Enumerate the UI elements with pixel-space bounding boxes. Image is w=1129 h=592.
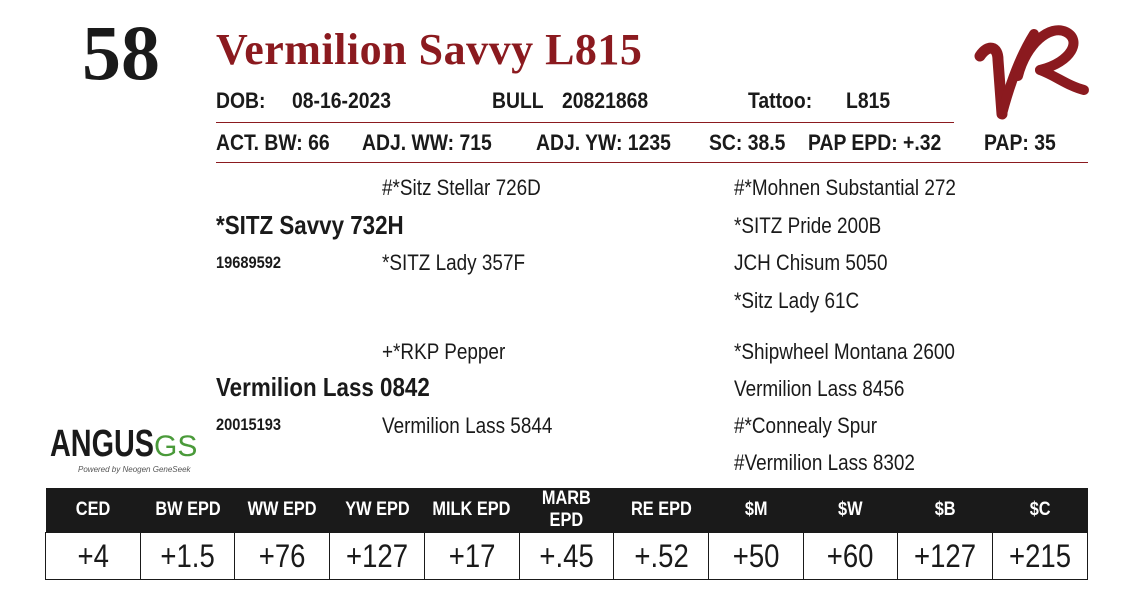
epd-value-yw: +127 [329,532,425,580]
epd-header-b: $B [897,488,993,533]
header-rule-2 [216,162,1088,163]
dam-sire: +*RKP Pepper [382,339,506,364]
angus-gs-logo: ANGUS GS Powered by Neogen GeneSeek [50,423,197,474]
epd-header-milk: MILK EPD [424,488,520,533]
sire-sire: #*Sitz Stellar 726D [382,175,541,200]
epd-header-re: RE EPD [613,488,709,533]
animal-name: Vermilion Savvy L815 [216,25,643,74]
sire-name: *SITZ Savvy 732H [216,210,404,240]
dam-dam-sire: #*Connealy Spur [734,413,878,438]
sc-value: SC: 38.5 [709,130,786,155]
epd-header-bw: BW EPD [140,488,235,533]
sire-sire-dam: *SITZ Pride 200B [734,213,882,238]
tattoo-label: Tattoo: [748,88,813,113]
dam-sire-dam: Vermilion Lass 8456 [734,376,905,401]
epd-header-c: $C [992,488,1088,533]
epd-value-w: +60 [802,532,899,580]
angus-logo-text: ANGUS [50,423,154,465]
epd-value-ced: +4 [45,532,141,580]
adj-ww: ADJ. WW: 715 [362,130,492,155]
ranch-logo [974,25,1089,120]
epd-value-row: +4 +1.5 +76 +127 +17 +.45 +.52 +50 +60 +… [45,532,1088,580]
angus-logo-tagline: Powered by Neogen GeneSeek [78,465,192,474]
tattoo-value: L815 [846,88,891,113]
epd-value-b: +127 [897,532,994,580]
dam-dam-dam: #Vermilion Lass 8302 [734,450,915,475]
dam-registration: 20015193 [216,415,282,434]
adj-yw: ADJ. YW: 1235 [536,130,671,155]
epd-value-marb: +.45 [518,532,615,580]
epd-header-ww: WW EPD [234,488,330,533]
sire-dam-sire: JCH Chisum 5050 [734,250,888,275]
epd-header-marb: MARB EPD [519,488,614,533]
epd-header-ced: CED [45,488,141,533]
sire-registration: 19689592 [216,253,282,272]
pap-epd: PAP EPD: +.32 [808,130,942,155]
epd-table: CED BW EPD WW EPD YW EPD MILK EPD MARB E… [45,488,1088,580]
epd-header-yw: YW EPD [329,488,425,533]
epd-value-ww: +76 [234,532,331,580]
epd-header-row: CED BW EPD WW EPD YW EPD MILK EPD MARB E… [45,488,1088,533]
epd-value-bw: +1.5 [139,532,236,580]
dam-dam: Vermilion Lass 5844 [382,413,553,438]
epd-value-milk: +17 [423,532,520,580]
epd-header-w: $W [803,488,898,533]
dam-sire-sire: *Shipwheel Montana 2600 [734,339,955,364]
epd-value-re: +.52 [613,532,710,580]
epd-value-c: +215 [992,532,1088,580]
sex-value: BULL [492,88,544,113]
epd-header-m: $M [708,488,804,533]
header-rule-1 [216,122,954,123]
dob-value: 08-16-2023 [292,88,392,113]
sire-sire-sire: #*Mohnen Substantial 272 [734,175,956,200]
dam-name: Vermilion Lass 0842 [216,372,430,402]
sire-dam-dam: *Sitz Lady 61C [734,288,860,313]
pap-value: PAP: 35 [984,130,1056,155]
registration-number: 20821868 [562,88,649,113]
dob-label: DOB: [216,88,266,113]
lot-number: 58 [82,9,160,96]
act-bw: ACT. BW: 66 [216,130,330,155]
angus-logo-suffix: GS [154,430,197,463]
epd-value-m: +50 [708,532,804,580]
sire-dam: *SITZ Lady 357F [382,250,526,275]
